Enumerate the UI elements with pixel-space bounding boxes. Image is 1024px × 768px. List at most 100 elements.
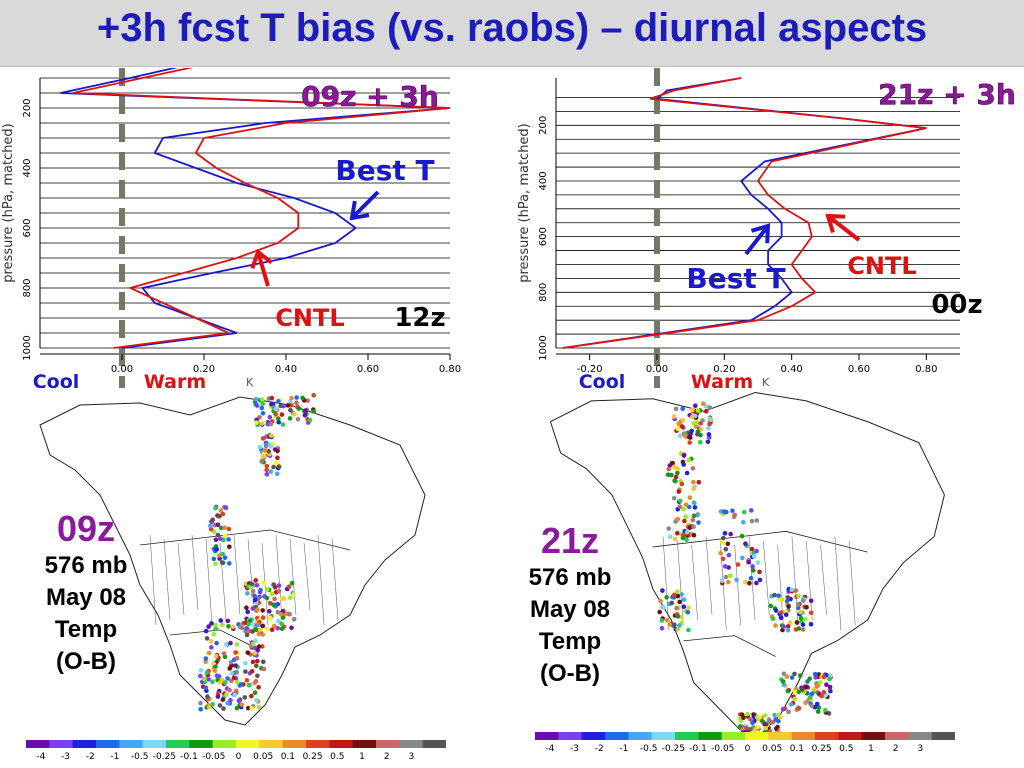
colorbar-label: 1 bbox=[868, 744, 874, 754]
obs-dot bbox=[239, 625, 245, 631]
obs-dot bbox=[763, 722, 768, 727]
obs-dot bbox=[827, 684, 833, 690]
obs-dot bbox=[225, 618, 231, 624]
obs-dot bbox=[283, 611, 289, 617]
obs-dot bbox=[807, 676, 812, 681]
obs-dot bbox=[770, 616, 776, 621]
obs-dot bbox=[757, 577, 763, 583]
obs-dot bbox=[798, 616, 804, 621]
obs-dot bbox=[789, 587, 795, 592]
obs-dot bbox=[740, 555, 745, 561]
obs-dot bbox=[252, 593, 258, 599]
colorbar-swatch bbox=[142, 740, 167, 748]
obs-dot bbox=[793, 588, 799, 593]
obs-dot bbox=[279, 412, 285, 417]
colorbar-swatch bbox=[721, 732, 746, 740]
x-tick-label: 0.60 bbox=[848, 364, 870, 375]
map-level-left: 576 mb bbox=[44, 552, 128, 579]
obs-dot bbox=[222, 534, 228, 539]
state-border bbox=[734, 544, 741, 626]
obs-dot bbox=[705, 439, 711, 445]
obs-dot bbox=[792, 671, 797, 677]
map-level-right: 576 mb bbox=[528, 564, 612, 591]
obs-dot bbox=[755, 724, 760, 730]
obs-dot bbox=[249, 693, 254, 699]
obs-dot bbox=[273, 460, 279, 466]
obs-dot bbox=[703, 408, 709, 414]
obs-dot bbox=[677, 433, 683, 439]
obs-dot bbox=[828, 688, 833, 694]
obs-map-left bbox=[39, 393, 426, 726]
obs-dot bbox=[253, 396, 259, 402]
obs-dot bbox=[692, 413, 698, 419]
obs-dot bbox=[792, 696, 798, 702]
obs-dot bbox=[780, 627, 785, 633]
colorbar-label: -0.1 bbox=[689, 744, 707, 754]
obs-dot bbox=[665, 472, 671, 477]
map-kind-right: (O-B) bbox=[540, 660, 600, 687]
obs-dot bbox=[696, 520, 701, 525]
state-border bbox=[849, 540, 856, 626]
obs-dot bbox=[773, 623, 778, 628]
obs-dot bbox=[269, 627, 275, 632]
obs-dot bbox=[676, 489, 682, 494]
obs-dot bbox=[686, 605, 691, 610]
obs-dot bbox=[781, 671, 787, 676]
obs-dot bbox=[231, 675, 237, 681]
obs-dot bbox=[686, 457, 692, 463]
map-date-right: May 08 bbox=[529, 596, 611, 623]
obs-dot bbox=[249, 581, 254, 586]
obs-dot bbox=[700, 418, 705, 423]
obs-dot bbox=[814, 701, 820, 707]
obs-dot bbox=[224, 692, 229, 697]
obs-dot bbox=[679, 592, 684, 597]
obs-dot bbox=[256, 631, 262, 637]
colorbar-swatch bbox=[236, 740, 260, 748]
obs-dot bbox=[254, 663, 259, 669]
obs-dot bbox=[701, 401, 706, 406]
colorbar-label-strip bbox=[26, 748, 446, 762]
obs-dot bbox=[672, 536, 678, 542]
x-tick-label: 0.00 bbox=[646, 364, 668, 375]
obs-dot bbox=[269, 395, 275, 401]
obs-dot bbox=[234, 642, 240, 647]
obs-dot bbox=[288, 407, 293, 413]
obs-dot bbox=[671, 414, 677, 419]
obs-dot bbox=[658, 598, 663, 604]
obs-dot bbox=[796, 689, 802, 695]
obs-dot bbox=[786, 604, 791, 609]
x-axis-label: K bbox=[762, 376, 770, 388]
obs-dot bbox=[682, 518, 687, 524]
obs-dot bbox=[819, 693, 824, 699]
best-t-arrow bbox=[350, 190, 380, 220]
obs-dot bbox=[226, 624, 231, 629]
obs-dot bbox=[727, 573, 733, 578]
obs-dot bbox=[809, 691, 815, 697]
colorbar-label: 0.1 bbox=[281, 752, 295, 762]
obs-dot bbox=[252, 650, 258, 656]
obs-dot bbox=[257, 444, 263, 450]
obs-dot bbox=[752, 727, 758, 733]
state-border bbox=[834, 536, 842, 631]
obs-dot bbox=[259, 421, 265, 426]
obs-dot bbox=[211, 556, 217, 562]
obs-dot bbox=[268, 421, 274, 427]
obs-dot bbox=[245, 650, 251, 656]
x-tick-label: 0.80 bbox=[915, 364, 937, 375]
colorbar-swatch bbox=[26, 740, 50, 748]
country-border bbox=[169, 629, 261, 651]
obs-dot bbox=[208, 523, 213, 529]
obs-dot bbox=[221, 706, 226, 711]
obs-dot bbox=[246, 705, 251, 711]
obs-dot bbox=[275, 471, 280, 477]
obs-dot bbox=[678, 498, 683, 504]
obs-dot bbox=[670, 461, 675, 466]
state-border bbox=[233, 534, 241, 616]
obs-dot bbox=[256, 644, 262, 649]
y-tick-label: 200 bbox=[22, 98, 33, 117]
obs-dot bbox=[264, 467, 269, 473]
obs-dot bbox=[206, 676, 211, 682]
obs-dot bbox=[264, 472, 270, 477]
state-border bbox=[691, 544, 698, 621]
obs-dot bbox=[770, 720, 775, 725]
